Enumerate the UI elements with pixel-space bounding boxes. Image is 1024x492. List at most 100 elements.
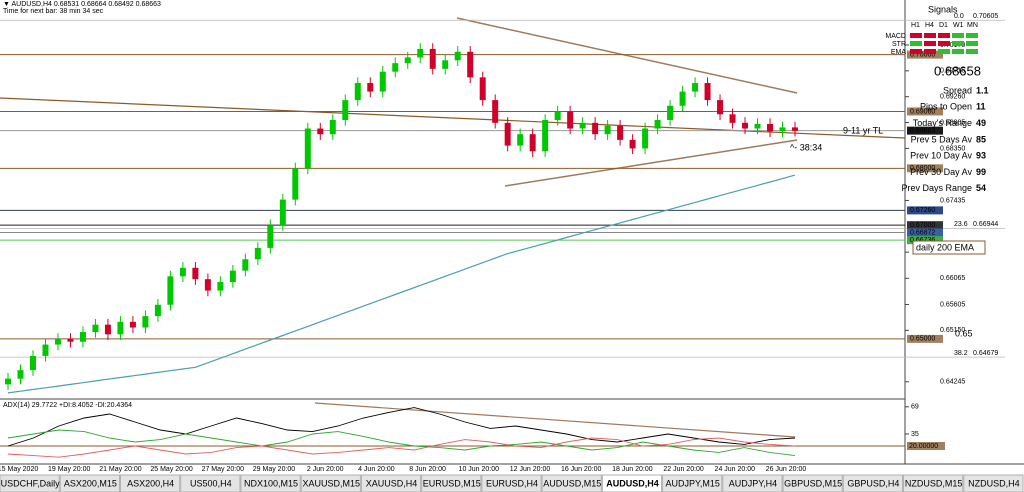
x-tick-label: 21 May 20:00: [99, 466, 142, 473]
y-tick-label: 0.65605: [940, 301, 965, 308]
tab[interactable]: [300, 474, 361, 492]
candle-body: [742, 122, 749, 129]
candle-body: [129, 321, 136, 328]
level-label: 0.66872: [910, 229, 935, 236]
y-tick-label: 0.66065: [940, 275, 965, 282]
timeframe: H1: [911, 22, 920, 29]
tab[interactable]: [180, 474, 241, 492]
level-box: [907, 126, 943, 135]
x-tick-label: 27 May 20:00: [202, 466, 245, 473]
candle-body: [5, 378, 11, 385]
candle-body: [404, 57, 411, 64]
tab-label[interactable]: EURUSD,H4: [486, 478, 538, 488]
candle-body: [679, 91, 686, 106]
candle-body: [229, 270, 236, 283]
tab[interactable]: [601, 474, 663, 492]
tab-label[interactable]: XAUUSD,H4: [366, 478, 418, 488]
tab-label[interactable]: US500,H4: [190, 478, 232, 488]
adx-trend-line: [314, 402, 796, 438]
y-tick-label: 0.67435: [940, 197, 965, 204]
candle-body: [292, 168, 299, 200]
candle-body: [592, 122, 599, 135]
tab[interactable]: [963, 474, 1024, 492]
tab[interactable]: [119, 474, 181, 492]
candle-body: [504, 122, 511, 146]
candle-body: [167, 276, 174, 305]
tab-label[interactable]: AUDJPY,H4: [729, 478, 777, 488]
tab-label[interactable]: NDX100,M15: [244, 478, 298, 488]
info-label: Today's Range: [913, 118, 972, 128]
level-box: [907, 164, 943, 173]
tab[interactable]: [541, 474, 602, 492]
candle-body: [479, 77, 486, 101]
signal-cell: [966, 49, 978, 54]
chart-title: ▼ AUDUSD,H4 0.68531 0.68664 0.68492 0.68…: [3, 1, 161, 8]
signal-cell: [910, 41, 922, 46]
x-tick-label: 19 May 20:00: [48, 466, 91, 473]
chart-subtitle: Time for next bar: 38 min 34 sec: [3, 8, 104, 15]
signal-cell: [924, 41, 936, 46]
candle-body: [317, 128, 324, 135]
candle-body: [217, 282, 224, 291]
tab-label[interactable]: XAUUSD,M15: [303, 478, 361, 488]
candle-body: [367, 83, 374, 92]
fib-value: 0.64679: [973, 350, 998, 357]
candle-body: [667, 105, 674, 120]
x-tick-label: 24 Jun 20:00: [715, 466, 756, 473]
tab[interactable]: [481, 474, 542, 492]
tab[interactable]: [360, 474, 422, 492]
candle-body: [392, 63, 399, 72]
tab-label[interactable]: GBPUSD,M15: [784, 478, 842, 488]
fib-value: 0.66944: [973, 221, 998, 228]
info-value: 54: [976, 183, 986, 193]
tab[interactable]: [903, 474, 964, 492]
tab[interactable]: [722, 474, 783, 492]
tab-label[interactable]: ASX200,M15: [64, 478, 117, 488]
tab[interactable]: [421, 474, 482, 492]
candle-body: [542, 119, 549, 152]
level-box: [907, 334, 943, 343]
y-tick-label: 0.68350: [940, 145, 965, 152]
x-tick-label: 10 Jun 20:00: [459, 466, 500, 473]
annotation: 9-11 yr TL: [843, 125, 883, 135]
tab-label[interactable]: USDCHF,Daily: [1, 478, 61, 488]
candle-body: [442, 60, 449, 69]
tab[interactable]: [842, 474, 904, 492]
signal-cell: [924, 49, 936, 54]
tab[interactable]: [0, 474, 60, 492]
signal-name: STR: [892, 41, 906, 48]
candle-body: [29, 355, 36, 371]
x-tick-label: 25 May 20:00: [150, 466, 193, 473]
info-label: Pips to Open: [920, 102, 972, 112]
candle-body: [79, 332, 86, 342]
signal-cell: [924, 33, 936, 38]
tab[interactable]: [782, 474, 843, 492]
candle-body: [142, 316, 149, 328]
candle-body: [754, 123, 761, 129]
signal-name: EMA: [891, 49, 907, 56]
level-label: 0.70000: [910, 51, 935, 58]
tab-label[interactable]: EURUSD,M15: [423, 478, 481, 488]
tab-label[interactable]: NZDUSD,H4: [968, 478, 1020, 488]
info-label: Prev Days Range: [901, 183, 972, 193]
tab[interactable]: [662, 474, 723, 492]
tab-label[interactable]: ASX200,H4: [127, 478, 174, 488]
tab-label[interactable]: NZDUSD,M15: [905, 478, 963, 488]
tab-label[interactable]: AUDUSD,M15: [543, 478, 601, 488]
candle-body: [579, 122, 586, 129]
level-label: 0.68000: [910, 165, 935, 172]
y-tick-label: 0.69260: [940, 94, 965, 101]
signal-cell: [952, 41, 964, 46]
level-box: [907, 228, 943, 237]
current-price: 0.68658: [934, 63, 981, 78]
tab-label[interactable]: AUDUSD,H4: [606, 478, 659, 488]
tab[interactable]: [240, 474, 301, 492]
tab-label[interactable]: GBPUSD,H4: [847, 478, 899, 488]
tab-label[interactable]: AUDJPY,M15: [666, 478, 720, 488]
candle-body: [567, 111, 574, 129]
info-value: 1.1: [976, 85, 989, 95]
tab[interactable]: [59, 474, 120, 492]
x-tick-label: 4 Jun 20:00: [358, 466, 395, 473]
candle-body: [492, 100, 499, 123]
